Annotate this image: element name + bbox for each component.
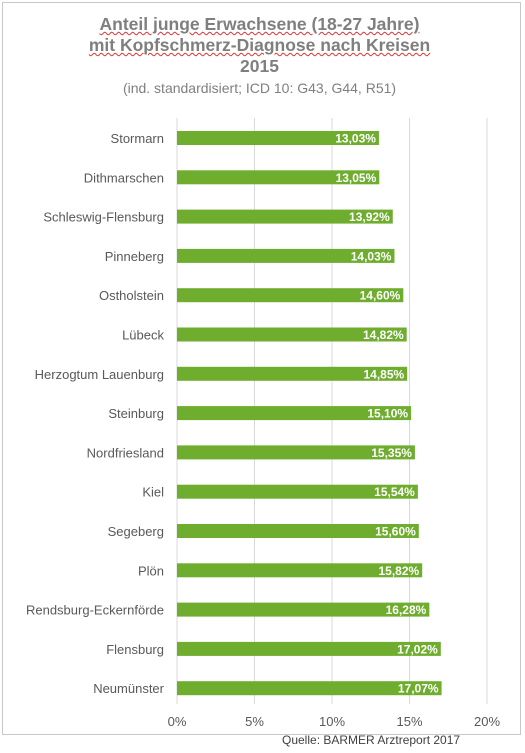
data-label: 14,85% — [363, 367, 404, 381]
data-label: 15,10% — [367, 407, 408, 421]
category-label: Plön — [138, 563, 164, 578]
data-label: 17,02% — [397, 642, 438, 656]
category-label: Pinneberg — [105, 249, 164, 264]
category-label: Steinburg — [108, 406, 164, 421]
x-tick-label: 15% — [396, 714, 422, 729]
data-label: 13,05% — [336, 171, 377, 185]
data-label: 17,07% — [398, 682, 439, 696]
bar — [177, 131, 379, 145]
category-label: Dithmarschen — [84, 170, 164, 185]
category-label: Neumünster — [93, 681, 164, 696]
bar — [177, 484, 418, 499]
x-tick-label: 0% — [168, 714, 187, 729]
bar — [177, 563, 423, 578]
bar — [177, 641, 441, 656]
data-label: 15,60% — [375, 525, 416, 539]
bar — [177, 602, 430, 617]
bar — [177, 445, 415, 460]
data-label: 15,54% — [374, 485, 415, 499]
bar — [177, 366, 408, 381]
bar — [177, 170, 380, 185]
chart-title: Anteil junge Erwachsene (18-27 Jahre) mi… — [0, 14, 519, 77]
data-label: 13,92% — [349, 210, 390, 224]
bar — [177, 209, 393, 224]
x-tick-label: 20% — [474, 714, 500, 729]
bar — [177, 524, 419, 538]
category-label: Segeberg — [108, 524, 164, 539]
title-line-2: mit Kopfschmerz-Diagnose nach Kreisen — [88, 35, 431, 55]
chart-subtitle: (ind. standardisiert; ICD 10: G43, G44, … — [122, 80, 397, 96]
data-label: 15,82% — [379, 564, 420, 578]
category-label: Schleswig-Flensburg — [43, 210, 164, 225]
category-label: Herzogtum Lauenburg — [35, 367, 164, 382]
chart-frame — [2, 2, 521, 735]
data-label: 14,60% — [360, 289, 401, 303]
category-label: Nordfriesland — [87, 445, 164, 460]
bar — [177, 288, 404, 303]
data-label: 13,03% — [335, 132, 376, 146]
category-label: Kiel — [142, 485, 164, 500]
source-note: Quelle: BARMER Arztreport 2017 — [282, 733, 461, 747]
category-label: Ostholstein — [99, 288, 164, 303]
data-label: 14,03% — [351, 249, 392, 263]
data-label: 16,28% — [386, 603, 427, 617]
x-tick-label: 10% — [319, 714, 345, 729]
title-line-1: Anteil junge Erwachsene (18-27 Jahre) — [99, 14, 420, 34]
data-label: 14,82% — [363, 328, 404, 342]
data-label: 15,35% — [371, 446, 412, 460]
category-label: Rendsburg-Eckernförde — [26, 603, 164, 618]
title-line-3: 2015 — [240, 56, 279, 76]
bar — [177, 327, 407, 342]
category-label: Stormarn — [111, 131, 164, 146]
category-label: Lübeck — [122, 328, 164, 343]
x-tick-label: 5% — [245, 714, 264, 729]
bar — [177, 406, 412, 421]
category-label: Flensburg — [106, 642, 164, 657]
bar — [177, 248, 395, 263]
bar — [177, 681, 442, 696]
